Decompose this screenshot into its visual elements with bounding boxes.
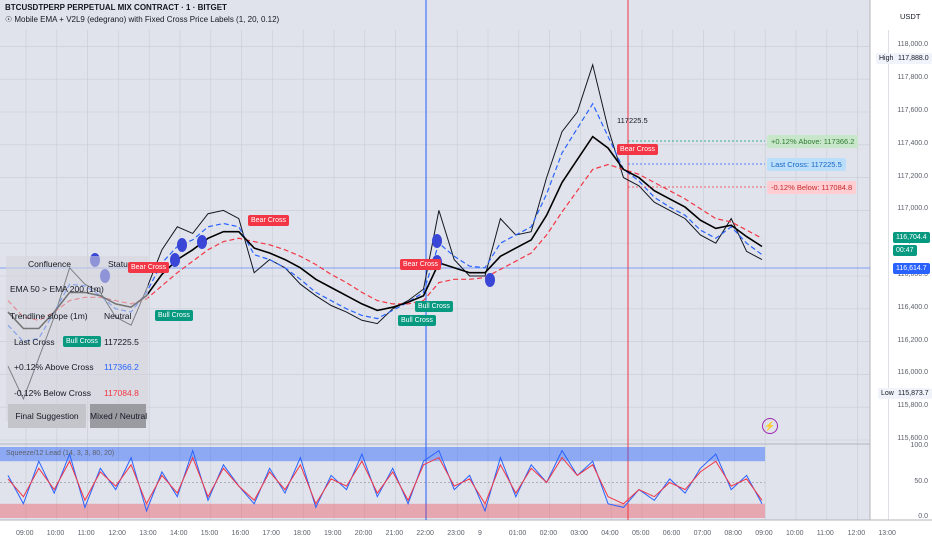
time-tick-label: 08:00 — [724, 530, 742, 537]
last-price-badge: 116,704.4 — [893, 232, 930, 243]
price-tick-label: 116,400.0 — [897, 303, 928, 311]
above-level-label: +0.12% Above: 117366.2 — [767, 135, 859, 148]
row-last-cross-value: 117225.5 — [104, 337, 139, 347]
bear-cross-marker: Bear Cross — [617, 144, 659, 155]
final-suggestion-label: Final Suggestion — [8, 404, 86, 428]
status-header: Status — [108, 259, 133, 269]
time-tick-label: 18:00 — [293, 530, 311, 537]
time-tick-label: 21:00 — [385, 530, 404, 537]
time-tick-label: 19:00 — [324, 530, 342, 537]
below-level-label: -0.12% Below: 117084.8 — [767, 181, 857, 194]
time-tick-label: 10:00 — [786, 530, 804, 537]
price-tick-label: 117,200.0 — [897, 172, 928, 180]
time-tick-label: 17:00 — [262, 530, 280, 537]
oscillator-title: Squeeze/12 Lead (14, 3, 3, 80, 20) — [6, 450, 115, 457]
osc-tick-label: 100.0 — [910, 442, 928, 449]
price-tick-label: 116,200.0 — [897, 336, 928, 344]
row-below-label: -0.12% Below Cross — [14, 388, 92, 398]
time-tick-label: 03:00 — [570, 530, 588, 537]
osc-overbought-band — [0, 447, 765, 462]
time-tick-label: 05:00 — [632, 530, 650, 537]
confluence-title: Confluence — [28, 259, 72, 269]
low-value: 115,873.7 — [895, 388, 932, 399]
lightning-icon[interactable]: ⚡ — [762, 418, 778, 434]
time-tick-label: 12:00 — [847, 530, 866, 537]
osc-oversold-band — [0, 503, 765, 518]
time-tick-label: 02:00 — [539, 530, 558, 537]
time-tick-label: 11:00 — [816, 530, 834, 537]
price-tick-label: 117,000.0 — [897, 205, 928, 213]
symbol-title: BTCUSDTPERP PERPETUAL MIX CONTRACT · 1 ·… — [5, 3, 227, 12]
row-ema-label: EMA 50 > EMA 200 (1m) — [10, 284, 104, 294]
price-tick-label: 117,400.0 — [897, 139, 928, 147]
time-tick-label: 14:00 — [170, 530, 188, 537]
bull-cross-marker: Bull Cross — [415, 301, 453, 312]
osc-tick-label: 50.0 — [914, 477, 928, 485]
series-ema_fast-line — [7, 102, 763, 343]
row-above-value: 117366.2 — [104, 362, 139, 372]
time-tick-label: 11:00 — [77, 530, 95, 537]
time-tick-label: 01:00 — [508, 530, 527, 537]
bull-cross-marker: Bull Cross — [63, 336, 101, 347]
time-tick-label: 09:00 — [16, 530, 34, 537]
cursor-price-badge: 116,614.7 — [893, 263, 930, 274]
price-tick-label: 117,600.0 — [897, 107, 928, 114]
price-tick-label: 118,000.0 — [897, 41, 928, 49]
time-tick-label: 23:00 — [447, 530, 465, 537]
bear-cross-marker: Bear Cross — [128, 262, 170, 273]
time-tick-label: 09:00 — [755, 530, 773, 537]
price-tick-label: 115,800.0 — [897, 402, 928, 410]
high-tag: High — [876, 53, 897, 64]
low-tag: Low — [878, 388, 897, 399]
indicator-title: ☉ Mobile EMA + V2L9 (edegrano) with Fixe… — [5, 15, 280, 24]
row-above-label: +0.12% Above Cross — [14, 362, 94, 372]
osc-slow-line — [7, 456, 763, 505]
signal-dot — [170, 253, 180, 267]
bear-cross-marker: Bear Cross — [400, 259, 442, 270]
price-tick-label: 117,800.0 — [897, 74, 928, 82]
time-tick-label: 13:00 — [878, 530, 896, 537]
cross-value-annotation: 117225.5 — [617, 116, 648, 125]
time-tick-label: 04:00 — [601, 530, 619, 537]
price-tick-label: 115,600.0 — [897, 435, 928, 442]
final-suggestion-value: Mixed / Neutral — [90, 404, 147, 428]
time-tick-label: 07:00 — [693, 530, 712, 537]
row-slope-label: Trendline slope (1m) — [10, 311, 88, 321]
price-tick-label: 116,600.0 — [897, 271, 928, 278]
time-tick-label: 9 — [478, 530, 482, 537]
time-tick-label: 13:00 — [139, 530, 157, 537]
osc-tick-label: 0.0 — [918, 513, 928, 520]
time-tick-label: 06:00 — [662, 530, 681, 537]
time-tick-label: 22:00 — [416, 530, 434, 537]
signal-dot — [432, 234, 442, 248]
currency-label[interactable]: USDT — [900, 12, 921, 21]
time-tick-label: 15:00 — [200, 530, 219, 537]
last-cross-level-label: Last Cross: 117225.5 — [767, 158, 846, 171]
bull-cross-marker: Bull Cross — [398, 315, 436, 326]
bear-cross-marker: Bear Cross — [248, 215, 290, 226]
signal-dot — [197, 235, 207, 249]
time-tick-label: 20:00 — [354, 530, 373, 537]
time-tick-label: 12:00 — [108, 530, 126, 537]
row-below-value: 117084.8 — [104, 388, 139, 398]
signal-dot — [177, 238, 187, 252]
high-value: 117,888.0 — [895, 53, 932, 64]
countdown-badge: 00:47 — [893, 245, 917, 256]
signal-dot — [485, 273, 495, 287]
row-last-cross-label: Last Cross — [14, 337, 55, 347]
time-tick-label: 10:00 — [46, 530, 65, 537]
price-tick-label: 116,000.0 — [897, 369, 928, 377]
row-slope-value: Neutral — [104, 311, 132, 321]
time-tick-label: 16:00 — [231, 530, 250, 537]
bull-cross-marker: Bull Cross — [155, 310, 193, 321]
